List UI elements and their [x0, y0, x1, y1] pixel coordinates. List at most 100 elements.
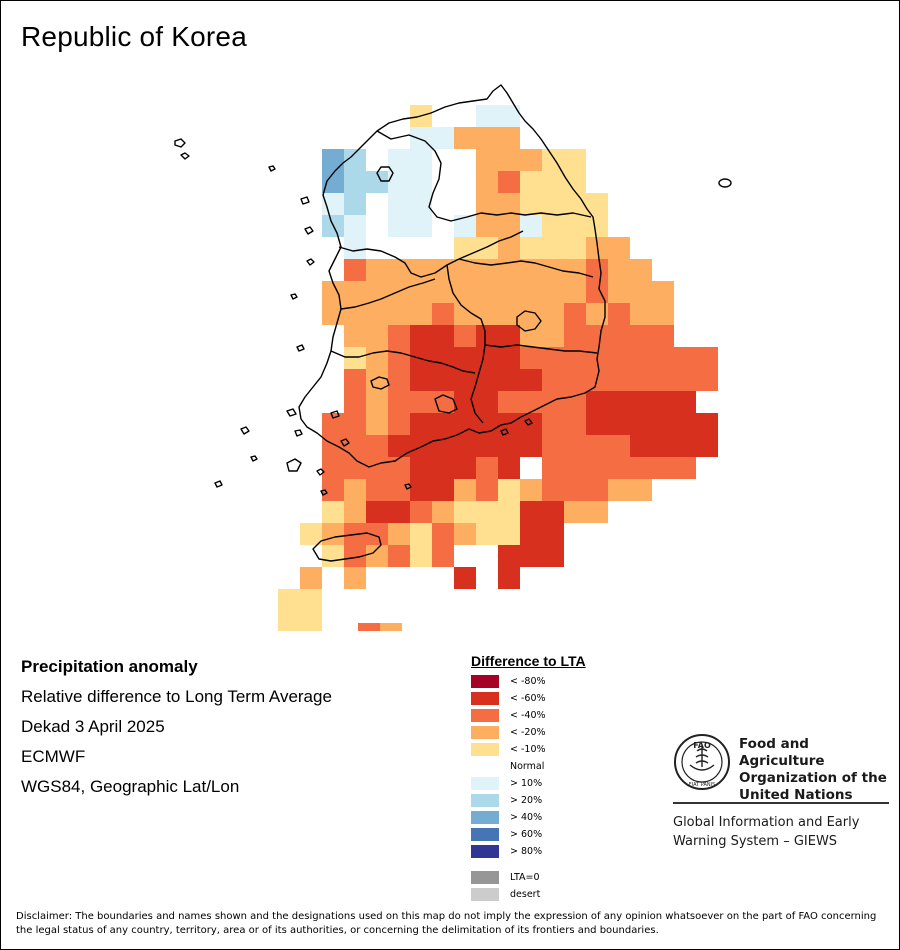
legend-item: Normal: [471, 758, 586, 775]
giews-line: Global Information and Early: [673, 815, 860, 830]
anomaly-cell: [520, 325, 542, 347]
anomaly-cell: [564, 479, 586, 501]
legend-swatch: [471, 777, 499, 790]
small-island: [174, 138, 186, 148]
legend-items: < -80% < -60% < -40% < -20% < -10% Normal > 10…: [471, 673, 586, 903]
anomaly-cell: [278, 611, 300, 631]
anomaly-cell: [388, 413, 410, 435]
anomaly-cell: [608, 391, 630, 413]
anomaly-cell: [366, 281, 388, 303]
anomaly-cell: [476, 259, 498, 281]
anomaly-cell: [454, 369, 476, 391]
anomaly-cell: [454, 501, 476, 523]
anomaly-cell: [630, 369, 652, 391]
legend-swatch: [471, 845, 499, 858]
legend-swatch: [471, 692, 499, 705]
anomaly-cell: [608, 259, 630, 281]
province-boundary: [376, 130, 592, 222]
anomaly-cell: [388, 325, 410, 347]
anomaly-cell: [344, 457, 366, 479]
anomaly-cell: [542, 391, 564, 413]
anomaly-cell: [630, 325, 652, 347]
anomaly-cell: [432, 259, 454, 281]
anomaly-cell: [652, 325, 674, 347]
anomaly-cell: [410, 171, 432, 193]
anomaly-cell: [520, 369, 542, 391]
anomaly-cell: [454, 391, 476, 413]
anomaly-cell: [564, 435, 586, 457]
anomaly-cell: [520, 215, 542, 237]
anomaly-cell: [586, 303, 608, 325]
province-boundary: [330, 350, 476, 374]
anomaly-cell: [520, 237, 542, 259]
legend-swatch: [471, 811, 499, 824]
province-boundary: [484, 344, 598, 354]
legend-label: > 40%: [510, 812, 543, 823]
anomaly-cell: [410, 215, 432, 237]
legend-item: < -20%: [471, 724, 586, 741]
fao-name-line: Organization of the: [739, 770, 887, 786]
anomaly-cell: [498, 435, 520, 457]
small-island: [304, 226, 314, 235]
anomaly-cell: [542, 457, 564, 479]
anomaly-cell: [278, 589, 300, 611]
anomaly-cell: [344, 479, 366, 501]
anomaly-cell: [454, 303, 476, 325]
anomaly-cell: [542, 545, 564, 567]
giews-line: Warning System – GIEWS: [673, 834, 838, 849]
anomaly-cell: [388, 347, 410, 369]
anomaly-cell: [476, 215, 498, 237]
fao-logo-ring-text: FIAT PANIS: [689, 782, 716, 788]
anomaly-cell: [564, 391, 586, 413]
anomaly-cell: [586, 215, 608, 237]
anomaly-cell: [498, 149, 520, 171]
anomaly-cell: [498, 105, 520, 127]
small-island: [214, 480, 223, 488]
anomaly-cell: [344, 567, 366, 589]
anomaly-cell: [542, 259, 564, 281]
small-island: [500, 428, 509, 436]
anomaly-cell: [344, 347, 366, 369]
anomaly-cell: [498, 127, 520, 149]
anomaly-cell: [366, 347, 388, 369]
anomaly-cell: [410, 457, 432, 479]
anomaly-cell: [344, 369, 366, 391]
anomaly-cell: [410, 413, 432, 435]
anomaly-cell: [542, 435, 564, 457]
anomaly-cell: [344, 149, 366, 171]
anomaly-cell: [454, 479, 476, 501]
anomaly-cell: [454, 435, 476, 457]
anomaly-cell: [476, 237, 498, 259]
anomaly-cell: [410, 281, 432, 303]
anomaly-cell: [498, 391, 520, 413]
anomaly-cell: [432, 545, 454, 567]
anomaly-cell: [410, 545, 432, 567]
anomaly-cell: [410, 523, 432, 545]
anomaly-cell: [322, 479, 344, 501]
anomaly-cell: [344, 545, 366, 567]
anomaly-cell: [498, 259, 520, 281]
map-title: Republic of Korea: [21, 21, 247, 52]
anomaly-cell: [498, 479, 520, 501]
anomaly-cell: [432, 479, 454, 501]
anomaly-cell: [300, 611, 322, 631]
legend-swatch: [471, 794, 499, 807]
anomaly-cell: [542, 479, 564, 501]
small-island: [180, 152, 190, 160]
anomaly-cell: [630, 391, 652, 413]
anomaly-cell: [696, 435, 718, 457]
anomaly-cell: [520, 303, 542, 325]
anomaly-cell: [520, 391, 542, 413]
anomaly-cell: [542, 237, 564, 259]
anomaly-cell: [476, 391, 498, 413]
anomaly-cell: [542, 149, 564, 171]
anomaly-cell: [520, 501, 542, 523]
legend-gap: [471, 860, 586, 869]
anomaly-cell: [476, 479, 498, 501]
anomaly-cell: [476, 457, 498, 479]
anomaly-cell: [542, 523, 564, 545]
anomaly-cell: [564, 281, 586, 303]
anomaly-cell: [652, 369, 674, 391]
anomaly-cell: [608, 237, 630, 259]
